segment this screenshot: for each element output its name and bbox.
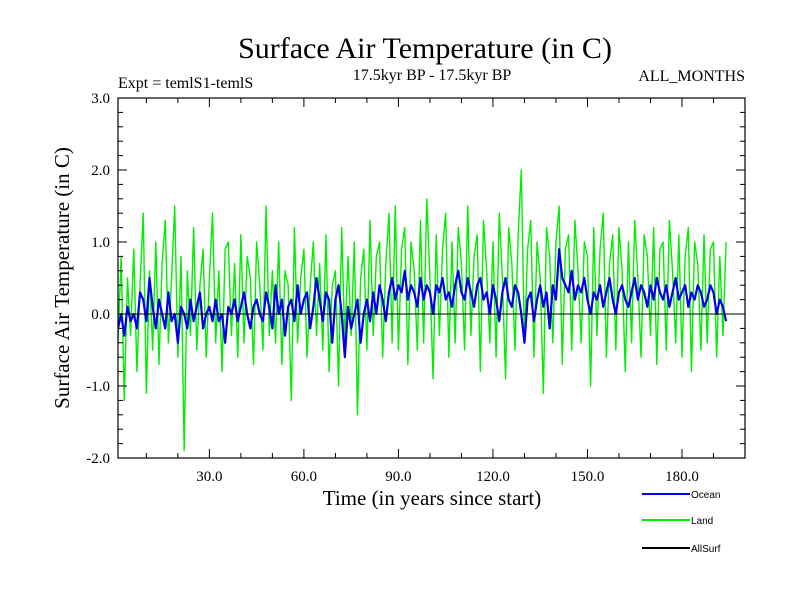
x-tick-label: 30.0	[196, 469, 222, 485]
x-tick-label: 120.0	[476, 469, 510, 485]
legend: Ocean Land AllSurf	[642, 490, 721, 555]
y-axis-tick-labels: -2.0 -1.0 0.0 1.0 2.0 3.0	[86, 91, 110, 467]
x-tick-label: 60.0	[291, 469, 317, 485]
x-axis-tick-labels: 30.0 60.0 90.0 120.0 150.0 180.0	[196, 469, 699, 485]
legend-label-allsurf: AllSurf	[691, 544, 721, 555]
x-tick-label: 150.0	[571, 469, 605, 485]
series-layer	[118, 169, 728, 452]
x-tick-label: 90.0	[385, 469, 411, 485]
x-tick-label: 180.0	[665, 469, 699, 485]
axis-ticks	[118, 97, 746, 459]
y-tick-label: 1.0	[91, 235, 110, 251]
plot-area	[118, 169, 745, 452]
y-tick-label: 3.0	[91, 91, 110, 107]
subtitle-experiment: Expt = temlS1-temlS	[118, 75, 253, 92]
subtitle-months: ALL_MONTHS	[638, 68, 745, 85]
plot-frame	[117, 97, 746, 459]
y-tick-label: 2.0	[91, 163, 110, 179]
y-axis-label: Surface Air Temperature (in C)	[50, 147, 74, 409]
y-tick-label: -2.0	[86, 451, 110, 467]
subtitle-period: 17.5kyr BP - 17.5kyr BP	[353, 67, 512, 84]
legend-label-ocean: Ocean	[691, 490, 720, 501]
legend-label-land: Land	[691, 516, 713, 527]
chart-title: Surface Air Temperature (in C)	[238, 32, 612, 65]
series-line-ocean	[118, 248, 728, 359]
y-tick-label: 0.0	[91, 307, 110, 323]
x-axis-label: Time (in years since start)	[323, 486, 542, 510]
y-tick-label: -1.0	[86, 379, 110, 395]
